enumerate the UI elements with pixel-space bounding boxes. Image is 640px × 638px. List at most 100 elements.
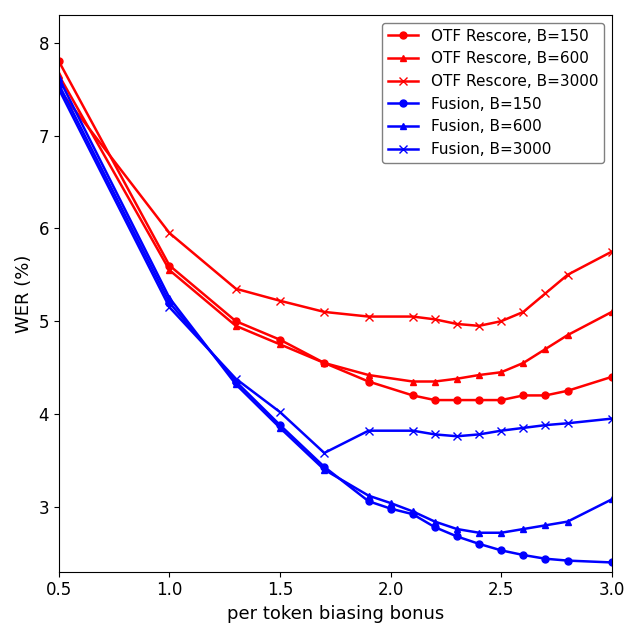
OTF Rescore, B=3000 — [276, 297, 284, 304]
Fusion, B=3000 — [409, 427, 417, 434]
Y-axis label: WER (%): WER (%) — [15, 254, 33, 332]
Fusion, B=3000 — [608, 415, 616, 422]
OTF Rescore, B=150 — [476, 396, 483, 404]
Fusion, B=600 — [409, 508, 417, 516]
Fusion, B=150 — [321, 463, 328, 471]
OTF Rescore, B=3000 — [321, 308, 328, 316]
Line: Fusion, B=150: Fusion, B=150 — [56, 81, 615, 566]
Fusion, B=600 — [321, 466, 328, 473]
Fusion, B=3000 — [476, 431, 483, 438]
OTF Rescore, B=3000 — [497, 317, 505, 325]
Fusion, B=150 — [409, 510, 417, 518]
OTF Rescore, B=600 — [409, 378, 417, 385]
Fusion, B=150 — [166, 299, 173, 306]
Fusion, B=150 — [365, 498, 372, 505]
OTF Rescore, B=150 — [541, 392, 549, 399]
OTF Rescore, B=150 — [497, 396, 505, 404]
OTF Rescore, B=3000 — [608, 248, 616, 255]
OTF Rescore, B=3000 — [541, 290, 549, 297]
Fusion, B=600 — [232, 380, 239, 388]
Fusion, B=150 — [541, 555, 549, 563]
X-axis label: per token biasing bonus: per token biasing bonus — [227, 605, 444, 623]
Fusion, B=600 — [608, 496, 616, 503]
Fusion, B=150 — [387, 505, 394, 512]
OTF Rescore, B=600 — [608, 308, 616, 316]
OTF Rescore, B=150 — [365, 378, 372, 385]
Line: Fusion, B=600: Fusion, B=600 — [56, 75, 615, 536]
OTF Rescore, B=600 — [232, 322, 239, 330]
OTF Rescore, B=150 — [55, 57, 63, 65]
OTF Rescore, B=600 — [55, 71, 63, 79]
OTF Rescore, B=600 — [431, 378, 439, 385]
Fusion, B=600 — [166, 294, 173, 302]
Line: OTF Rescore, B=150: OTF Rescore, B=150 — [56, 58, 615, 404]
Fusion, B=3000 — [431, 431, 439, 438]
Fusion, B=600 — [564, 518, 572, 526]
OTF Rescore, B=150 — [453, 396, 461, 404]
OTF Rescore, B=3000 — [409, 313, 417, 320]
OTF Rescore, B=3000 — [564, 271, 572, 279]
Fusion, B=600 — [387, 499, 394, 507]
Fusion, B=3000 — [166, 304, 173, 311]
Fusion, B=150 — [476, 540, 483, 547]
Fusion, B=600 — [276, 424, 284, 432]
Fusion, B=150 — [564, 557, 572, 565]
OTF Rescore, B=150 — [431, 396, 439, 404]
Fusion, B=600 — [520, 525, 527, 533]
OTF Rescore, B=600 — [564, 331, 572, 339]
Fusion, B=600 — [476, 529, 483, 537]
OTF Rescore, B=150 — [321, 359, 328, 367]
OTF Rescore, B=600 — [276, 341, 284, 348]
OTF Rescore, B=3000 — [453, 320, 461, 328]
OTF Rescore, B=3000 — [520, 308, 527, 316]
Fusion, B=600 — [453, 525, 461, 533]
Fusion, B=3000 — [520, 424, 527, 432]
Fusion, B=150 — [55, 81, 63, 89]
OTF Rescore, B=600 — [476, 371, 483, 379]
OTF Rescore, B=600 — [453, 375, 461, 383]
OTF Rescore, B=600 — [520, 359, 527, 367]
Fusion, B=150 — [608, 559, 616, 567]
Fusion, B=150 — [232, 378, 239, 385]
OTF Rescore, B=600 — [497, 368, 505, 376]
OTF Rescore, B=150 — [232, 317, 239, 325]
OTF Rescore, B=150 — [409, 392, 417, 399]
Fusion, B=3000 — [232, 375, 239, 383]
OTF Rescore, B=600 — [365, 371, 372, 379]
OTF Rescore, B=150 — [564, 387, 572, 395]
OTF Rescore, B=150 — [520, 392, 527, 399]
Fusion, B=3000 — [541, 421, 549, 429]
OTF Rescore, B=3000 — [232, 285, 239, 293]
Fusion, B=600 — [431, 518, 439, 526]
Fusion, B=3000 — [365, 427, 372, 434]
Line: Fusion, B=3000: Fusion, B=3000 — [55, 85, 616, 457]
OTF Rescore, B=150 — [608, 373, 616, 381]
OTF Rescore, B=600 — [166, 266, 173, 274]
Fusion, B=150 — [276, 421, 284, 429]
OTF Rescore, B=3000 — [55, 85, 63, 93]
OTF Rescore, B=3000 — [476, 322, 483, 330]
Fusion, B=3000 — [276, 408, 284, 416]
Fusion, B=150 — [497, 547, 505, 554]
Line: OTF Rescore, B=3000: OTF Rescore, B=3000 — [55, 85, 616, 330]
OTF Rescore, B=3000 — [365, 313, 372, 320]
Fusion, B=150 — [431, 523, 439, 531]
OTF Rescore, B=3000 — [166, 229, 173, 237]
Fusion, B=3000 — [497, 427, 505, 434]
Fusion, B=3000 — [453, 433, 461, 440]
OTF Rescore, B=600 — [321, 359, 328, 367]
OTF Rescore, B=600 — [541, 345, 549, 353]
Fusion, B=3000 — [321, 449, 328, 457]
Fusion, B=600 — [55, 74, 63, 82]
Fusion, B=600 — [541, 521, 549, 529]
OTF Rescore, B=150 — [166, 262, 173, 269]
Fusion, B=3000 — [55, 85, 63, 93]
Fusion, B=600 — [365, 492, 372, 500]
Line: OTF Rescore, B=600: OTF Rescore, B=600 — [56, 72, 615, 385]
Legend: OTF Rescore, B=150, OTF Rescore, B=600, OTF Rescore, B=3000, Fusion, B=150, Fusi: OTF Rescore, B=150, OTF Rescore, B=600, … — [381, 22, 604, 163]
OTF Rescore, B=3000 — [431, 316, 439, 323]
Fusion, B=150 — [520, 551, 527, 559]
Fusion, B=3000 — [564, 419, 572, 427]
Fusion, B=150 — [453, 533, 461, 540]
Fusion, B=600 — [497, 529, 505, 537]
